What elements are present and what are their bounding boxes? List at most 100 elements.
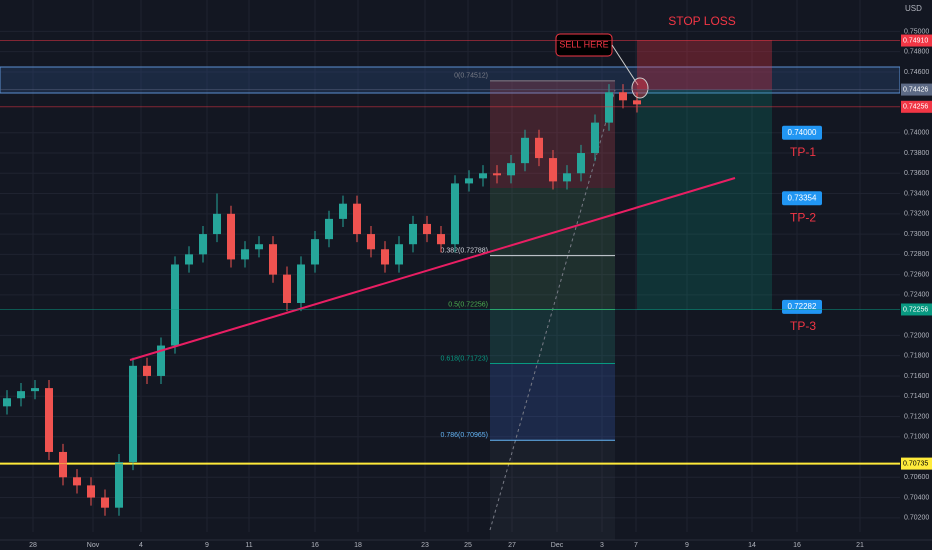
candle-body: [157, 345, 165, 376]
x-tick-label: 18: [354, 542, 362, 549]
candle-body: [381, 249, 389, 265]
y-tick-label: 0.73000: [904, 231, 929, 238]
candle-body: [451, 183, 459, 245]
candle-body: [269, 244, 277, 275]
x-tick-label: 4: [139, 542, 143, 549]
target-box: [782, 191, 822, 206]
x-tick-label: 23: [421, 542, 429, 549]
fib-label: 0.5(0.72256): [448, 301, 488, 308]
fib-blue-zone: [490, 364, 615, 440]
fib-green-zone: [490, 188, 615, 308]
candle-body: [45, 388, 53, 452]
candle-body: [255, 244, 263, 250]
candle-body: [465, 178, 473, 184]
candle-body: [577, 153, 585, 174]
y-tick-label: 0.72400: [904, 292, 929, 299]
x-tick-label: 21: [856, 542, 864, 549]
candle-body: [521, 137, 529, 164]
candle-body: [31, 388, 39, 392]
fib-label: 0.618(0.71723): [441, 355, 488, 362]
price-tag-label: 0.70735: [903, 460, 928, 467]
stop-loss-label: STOP LOSS: [668, 14, 736, 28]
candle-body: [297, 264, 305, 303]
candle-body: [535, 137, 543, 159]
candle-body: [633, 100, 641, 105]
target-name: TP-1: [790, 145, 816, 159]
price-tag: [901, 100, 932, 113]
candle-body: [367, 234, 375, 250]
currency: USD: [905, 4, 922, 13]
x-tick-label: 11: [245, 542, 252, 549]
target-value: 0.73354: [788, 193, 817, 202]
x-tick-label: Nov: [87, 542, 100, 549]
candle-body: [213, 213, 221, 235]
price-tag: [901, 303, 932, 316]
fib-label: 0.382(0.72788): [441, 247, 488, 254]
y-tick-label: 0.73400: [904, 190, 929, 197]
candle-body: [101, 497, 109, 508]
target-zone: [637, 90, 772, 310]
fib-label: 0(0.74512): [454, 73, 488, 80]
target-box: [782, 125, 822, 140]
fib-label: 0.786(0.70965): [441, 432, 488, 439]
y-tick-label: 0.73200: [904, 211, 929, 218]
candle-body: [409, 223, 417, 245]
candle-body: [493, 173, 501, 176]
candle-body: [171, 264, 179, 346]
candle-body: [619, 92, 627, 101]
target-name: TP-3: [790, 319, 816, 333]
candle-body: [325, 218, 333, 240]
candle-body: [17, 391, 25, 399]
candle-body: [199, 234, 207, 255]
candle-body: [339, 203, 347, 219]
x-tick-label: 14: [748, 542, 756, 549]
sell-label: SELL HERE: [559, 39, 608, 49]
candle-body: [283, 274, 291, 303]
stop-zone: [637, 40, 772, 90]
x-tick-label: 27: [508, 542, 516, 549]
target-name: TP-2: [790, 210, 816, 224]
trend-line: [129, 177, 736, 361]
y-tick-label: 0.72000: [904, 332, 929, 339]
y-tick-label: 0.74000: [904, 130, 929, 137]
candle-body: [507, 163, 515, 176]
price-tag: [901, 83, 932, 96]
candle-body: [549, 158, 557, 182]
candle-body: [605, 92, 613, 123]
candle-body: [143, 365, 151, 376]
fib-diagonal: [489, 89, 616, 531]
price-tag-label: 0.72256: [903, 306, 928, 313]
sell-pointer: [611, 44, 639, 86]
candle-body: [591, 122, 599, 154]
candle-body: [185, 254, 193, 265]
y-tick-label: 0.70200: [904, 515, 929, 522]
candle-body: [437, 234, 445, 245]
y-tick-label: 0.71800: [904, 353, 929, 360]
price-tag-label: 0.74910: [903, 37, 928, 44]
candle-body: [311, 239, 319, 265]
x-tick-label: 7: [634, 542, 638, 549]
price-tag-label: 0.74426: [903, 86, 928, 93]
price-tag-label: 0.74256: [903, 104, 928, 111]
y-tick-label: 0.72600: [904, 271, 929, 278]
candle-body: [59, 451, 67, 478]
target-value: 0.72282: [788, 302, 817, 311]
x-tick-label: 25: [464, 542, 472, 549]
x-tick-label: Dec: [551, 542, 564, 549]
resistance-zone: [0, 66, 901, 94]
x-tick-label: 9: [205, 542, 209, 549]
sell-point: [631, 77, 649, 99]
candle-body: [73, 477, 81, 486]
fib-teal-zone: [490, 308, 615, 364]
y-tick-label: 0.71000: [904, 434, 929, 441]
y-tick-label: 0.70400: [904, 494, 929, 501]
y-tick-label: 0.72800: [904, 251, 929, 258]
y-tick-label: 0.73600: [904, 170, 929, 177]
x-tick-label: 16: [311, 542, 319, 549]
candle-body: [227, 213, 235, 260]
x-tick-label: 16: [793, 542, 801, 549]
target-value: 0.74000: [788, 128, 817, 137]
y-tick-label: 0.71600: [904, 373, 929, 380]
y-tick-label: 0.71400: [904, 393, 929, 400]
